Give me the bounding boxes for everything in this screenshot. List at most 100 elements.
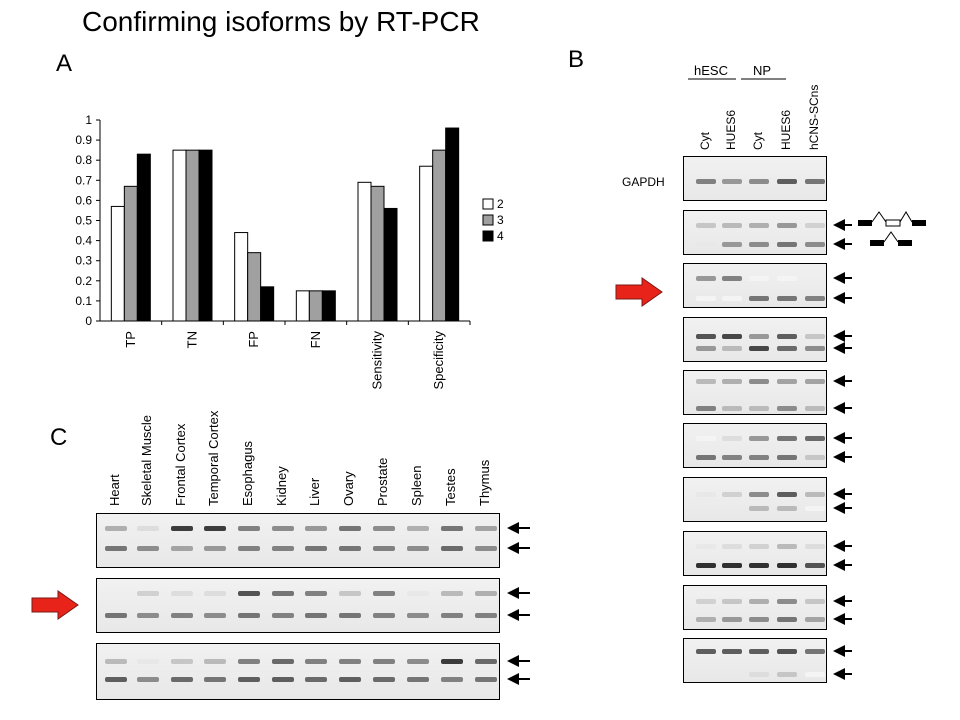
- y-tick-label: 0.5: [75, 214, 92, 228]
- y-tick-label: 1: [85, 113, 92, 127]
- bar-chart: 0 0.1 0.2 0.3 0.4 0.5 0.6 0.7 0.8 0.9 1 TP TN FP FN Sen…: [75, 113, 504, 390]
- gel-band: [204, 659, 226, 664]
- legend-label: 2: [497, 197, 504, 211]
- gel-band: [204, 677, 226, 682]
- band-arrow-icon: [833, 272, 845, 284]
- band-arrow-icon: [507, 542, 519, 554]
- gel-band: [305, 526, 327, 531]
- legend-swatch: [482, 230, 494, 242]
- gel-band: [749, 179, 769, 184]
- gel-band: [238, 659, 260, 664]
- gel-band: [373, 526, 395, 531]
- gel-band: [407, 677, 429, 682]
- band-arrow-tail: [518, 592, 530, 594]
- gel-band: [749, 242, 769, 247]
- band-arrow-icon: [507, 655, 519, 667]
- band-arrow-icon: [833, 668, 845, 680]
- intron-line: [899, 211, 913, 223]
- band-arrow-icon: [833, 402, 845, 414]
- gel-band: [805, 649, 825, 654]
- y-tick-label: 0.4: [75, 234, 92, 248]
- gel-image: [683, 317, 827, 362]
- gel-band: [805, 599, 825, 604]
- band-arrow-icon: [833, 432, 845, 444]
- gel-band: [805, 242, 825, 247]
- gel-image: [683, 210, 827, 255]
- bar: [260, 286, 275, 322]
- gel-band: [722, 346, 742, 351]
- band-arrow-tail: [518, 678, 530, 680]
- x-tick-label: FN: [308, 331, 323, 348]
- gel-band: [749, 492, 769, 497]
- band-arrow-icon: [833, 645, 845, 657]
- gel-band: [722, 223, 742, 228]
- legend-swatch: [482, 198, 494, 210]
- gel-band: [696, 563, 716, 568]
- gel-image: [683, 585, 827, 630]
- gel-band: [777, 334, 797, 339]
- band-arrow-tail: [844, 456, 852, 458]
- exon-shape: [898, 240, 912, 246]
- intron-line: [883, 231, 899, 243]
- band-arrow-icon: [507, 587, 519, 599]
- gel-band: [339, 546, 361, 551]
- gel-band: [805, 406, 825, 411]
- gel-band: [722, 334, 742, 339]
- group-label-np: NP: [753, 63, 771, 78]
- bar: [198, 149, 213, 322]
- band-arrow-tail: [844, 493, 852, 495]
- gel-band: [805, 672, 825, 677]
- bar: [383, 207, 398, 322]
- gel-band: [722, 296, 742, 301]
- gel-band: [272, 613, 294, 618]
- highlight-arrow-icon: [31, 590, 79, 620]
- gel-band: [204, 591, 226, 596]
- gel-band: [407, 546, 429, 551]
- panel-label-a: A: [56, 50, 73, 77]
- tissue-label: Testes: [443, 468, 458, 506]
- gel-image: [96, 513, 500, 568]
- gel-band: [749, 455, 769, 460]
- band-arrow-icon: [507, 609, 519, 621]
- gel-band: [696, 179, 716, 184]
- gel-band: [805, 617, 825, 622]
- band-arrow-tail: [844, 347, 852, 349]
- gel-band: [805, 379, 825, 384]
- band-arrow-icon: [507, 673, 519, 685]
- band-arrow-icon: [833, 559, 845, 571]
- y-tick-label: 0.9: [75, 133, 92, 147]
- gel-band: [722, 599, 742, 604]
- gel-band: [305, 591, 327, 596]
- gel-image: [96, 643, 500, 700]
- gel-band: [696, 617, 716, 622]
- gel-band: [722, 563, 742, 568]
- gel-band: [696, 223, 716, 228]
- tissue-label: Esophagus: [240, 440, 255, 506]
- bar: [321, 290, 336, 322]
- gel-band: [777, 179, 797, 184]
- gel-band: [339, 526, 361, 531]
- gel-band: [722, 242, 742, 247]
- band-arrow-tail: [518, 660, 530, 662]
- gel-band: [805, 223, 825, 228]
- gel-band: [777, 544, 797, 549]
- y-tick-label: 0.1: [75, 294, 92, 308]
- tissue-label: Frontal Cortex: [173, 423, 188, 506]
- gel-band: [171, 659, 193, 664]
- gel-band: [805, 492, 825, 497]
- gel-band: [441, 526, 463, 531]
- gel-band: [696, 436, 716, 441]
- lane-label: Cyt: [698, 131, 712, 150]
- x-tick-label: FP: [246, 331, 261, 348]
- gel-band: [407, 526, 429, 531]
- gel-band: [407, 613, 429, 618]
- gel-band: [475, 659, 497, 664]
- gel-band: [105, 613, 127, 618]
- tissue-label: Ovary: [341, 471, 356, 506]
- band-arrow-tail: [844, 673, 852, 675]
- tissue-label: Kidney: [274, 466, 289, 506]
- gel-band: [805, 563, 825, 568]
- gel-band: [475, 677, 497, 682]
